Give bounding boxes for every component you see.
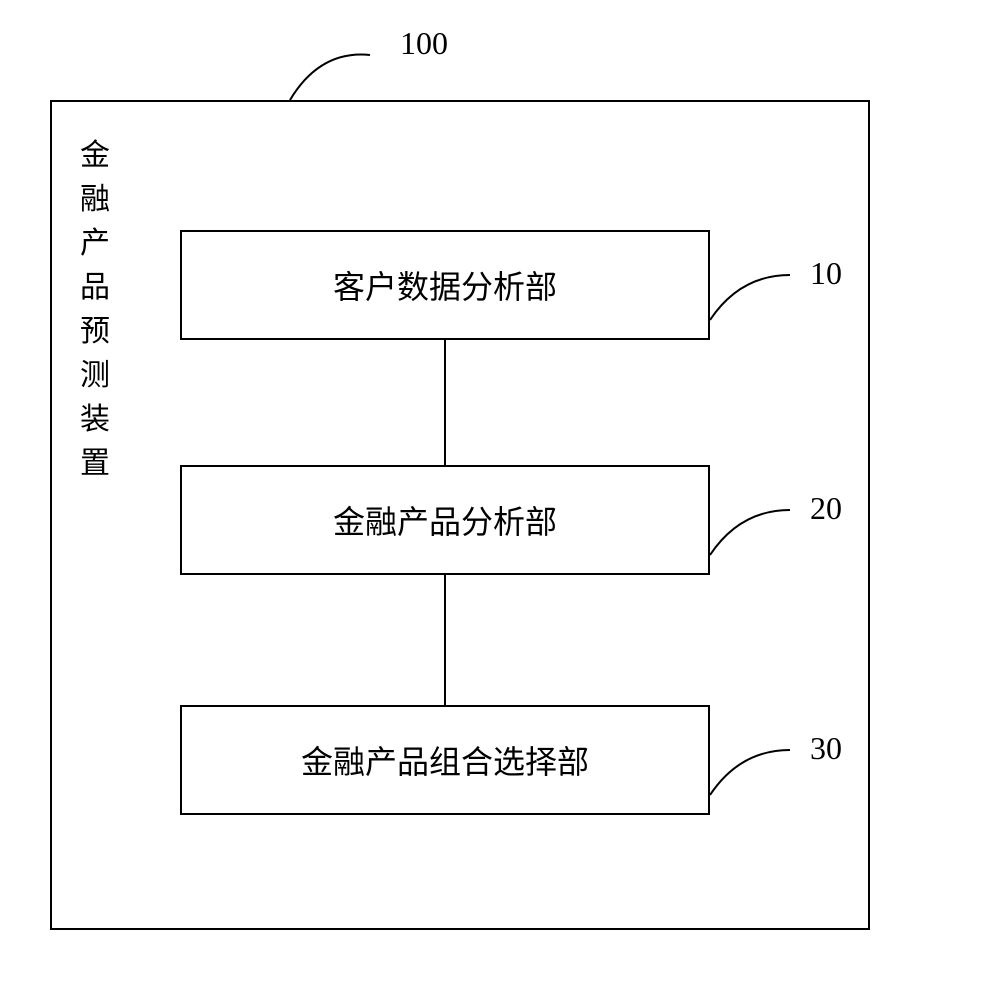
node-leader-line (0, 0, 990, 1000)
flowchart-edge (444, 575, 446, 705)
flowchart-edge (444, 340, 446, 465)
